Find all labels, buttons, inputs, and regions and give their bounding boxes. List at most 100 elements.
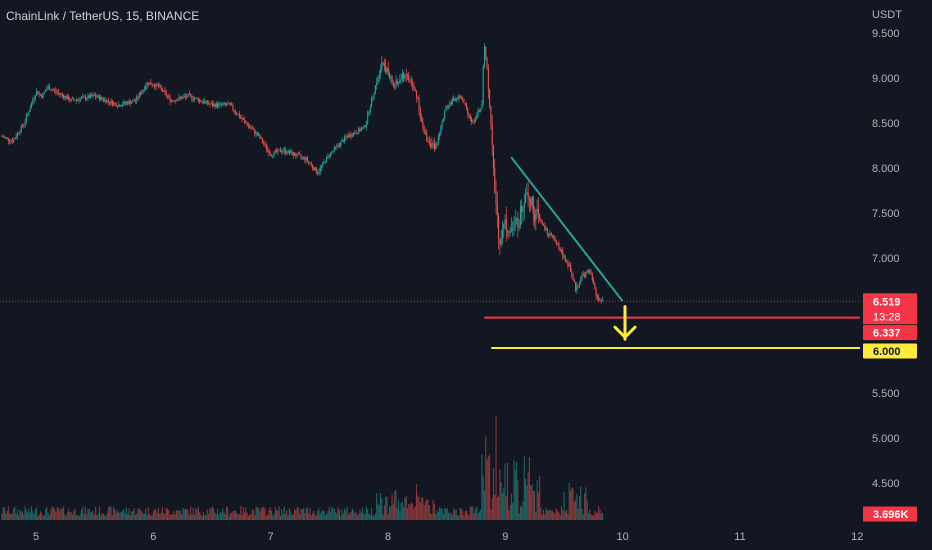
candle-body [204,101,206,103]
volume-bar [9,514,11,520]
candle-body [554,238,556,241]
volume-bar [536,480,538,520]
volume-bar [115,512,117,520]
candle-body [419,110,421,118]
candle-body [43,91,45,93]
candle-body [250,127,252,129]
candle-body [78,99,80,101]
volume-bar [122,510,124,520]
volume-bar [403,506,405,520]
volume-bar [165,507,167,520]
volume-bar [134,515,136,520]
volume-bar [37,515,39,520]
candle-body [437,136,439,143]
candle-body [591,274,593,280]
candle-body [472,121,474,123]
volume-bar [514,470,516,520]
candle-body [427,140,429,142]
candle-body [54,90,56,91]
volume-bar [359,509,361,520]
candle-body [7,137,9,141]
volume-bar [77,515,79,520]
candle-body [28,111,30,114]
volume-bar [382,515,384,520]
candle-body [602,299,604,301]
volume-bar [52,507,54,520]
volume-bar [379,492,382,520]
volume-bar [304,513,306,520]
candle-body [410,82,412,84]
candle-body [93,94,95,96]
volume-bar [396,507,398,520]
volume-bar [560,506,563,520]
volume-bar [170,514,172,520]
volume-bar [365,506,367,520]
volume-bar [202,511,205,520]
candle-body [531,196,533,206]
volume-bar [516,461,518,520]
candle-body [274,150,276,152]
candle-body [403,73,405,79]
candle-body [277,149,279,153]
candle-body [256,132,258,136]
volume-bar [498,496,500,520]
volume-bar [333,508,335,520]
candle-body [523,203,525,208]
candle-body [69,100,71,102]
candle-body [313,167,315,171]
volume-bar [193,515,196,520]
candle-body [265,144,267,150]
candle-body [404,75,406,79]
candle-body [88,95,90,99]
candle-body [377,77,379,84]
candle-body [125,102,128,104]
volume-bar [106,512,108,520]
volume-bar [385,497,387,520]
candle-body [333,147,335,151]
candle-body [127,102,129,105]
candle-body [141,91,143,95]
candle-body [251,128,253,130]
candle-body [385,65,387,73]
volume-bar [598,506,600,520]
candle-body [156,83,158,86]
volume-bar [285,513,287,520]
candle-body [395,80,397,88]
volume-bar [274,506,276,520]
candle-body [572,274,574,281]
candle-body [595,289,597,297]
candle-body [436,142,438,145]
candle-body [304,157,306,161]
candle-body [15,136,17,139]
candle-body [473,121,475,122]
candle-body [571,271,573,275]
candle-body [295,155,297,157]
volume-bar [237,513,239,520]
candle-body [359,128,361,131]
candle-body [113,102,115,105]
volume-bar [540,507,542,520]
candle-body [453,98,455,101]
volume-bar [432,499,434,520]
volume-bar [409,504,411,520]
candle-body [142,89,144,92]
volume-bar [578,496,581,520]
volume-bar [208,514,210,520]
candle-body [346,136,348,137]
candle-body [197,98,199,102]
volume-bar [107,507,110,520]
volume-bar [299,513,301,520]
candle-body [551,235,554,237]
y-tick-label: 8.500 [872,118,900,130]
candle-body [75,99,77,101]
volume-bar [300,508,302,520]
candle-body [116,106,119,108]
volume-bar [14,506,16,520]
volume-bar [335,511,337,520]
volume-bar [159,514,161,520]
candle-body [95,95,97,97]
volume-bar [155,509,157,520]
volume-bar [184,508,187,520]
volume-bar [567,513,569,520]
